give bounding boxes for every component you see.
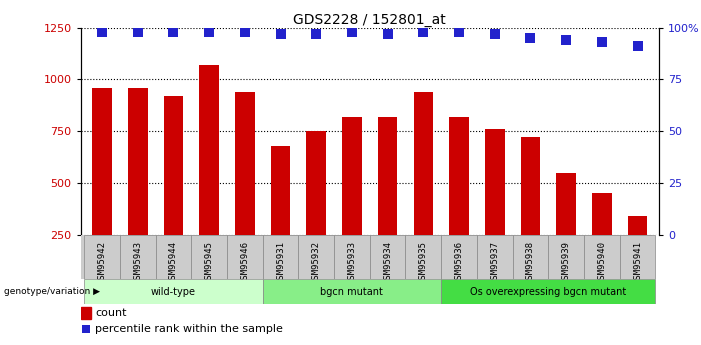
Text: Os overexpressing bgcn mutant: Os overexpressing bgcn mutant [470,287,627,296]
Bar [263,279,441,304]
Point [311,31,322,37]
Bar [378,117,397,235]
Bar [370,235,405,279]
Bar [405,235,441,279]
Bar [81,307,90,319]
Text: GSM95936: GSM95936 [454,241,463,284]
Bar [235,92,254,235]
Bar [342,117,362,235]
Text: bgcn mutant: bgcn mutant [320,287,383,296]
Bar [199,65,219,235]
Text: GSM95935: GSM95935 [418,241,428,284]
Text: GSM95931: GSM95931 [276,241,285,284]
Text: GSM95937: GSM95937 [490,241,499,284]
Point [168,29,179,34]
Title: GDS2228 / 152801_at: GDS2228 / 152801_at [294,12,446,27]
Bar [227,235,263,279]
Bar [191,235,227,279]
Bar [163,96,183,235]
Point [382,31,393,37]
Bar [84,279,263,304]
Text: wild-type: wild-type [151,287,196,296]
Text: GSM95942: GSM95942 [97,241,107,284]
Point [632,43,643,49]
Point [239,29,250,34]
Text: GSM95934: GSM95934 [383,241,392,284]
Bar [584,235,620,279]
Point [454,29,465,34]
Text: GSM95945: GSM95945 [205,241,214,284]
Bar [441,235,477,279]
Bar [84,235,120,279]
Bar [156,235,191,279]
Bar [120,235,156,279]
Text: GSM95939: GSM95939 [562,241,571,284]
Bar [263,235,299,279]
Bar [93,88,112,235]
Point [597,39,608,45]
Point [346,29,358,34]
Bar [557,172,576,235]
Text: percentile rank within the sample: percentile rank within the sample [95,325,283,334]
Point [525,35,536,41]
Bar [592,193,612,235]
Bar [414,92,433,235]
Text: GSM95938: GSM95938 [526,241,535,284]
Point [489,31,501,37]
Text: GSM95944: GSM95944 [169,241,178,284]
Text: GSM95933: GSM95933 [348,241,356,284]
Point [418,29,429,34]
Text: count: count [95,308,127,318]
Text: genotype/variation ▶: genotype/variation ▶ [4,287,100,296]
Bar [548,235,584,279]
Bar [271,146,290,235]
Bar [620,235,655,279]
Text: GSM95940: GSM95940 [597,241,606,284]
Bar [299,235,334,279]
Text: GSM95943: GSM95943 [133,241,142,284]
Bar [306,131,326,235]
Point [132,29,143,34]
Point [97,29,108,34]
Bar [128,88,147,235]
Text: GSM95941: GSM95941 [633,241,642,284]
Text: GSM95932: GSM95932 [312,241,321,284]
Bar [477,235,512,279]
Bar [627,216,647,235]
Point [275,31,286,37]
Bar [334,235,370,279]
Point [80,327,91,332]
Bar [512,235,548,279]
Bar [521,137,540,235]
Point [203,29,215,34]
Bar [449,117,469,235]
Text: GSM95946: GSM95946 [240,241,250,284]
Point [561,37,572,43]
Bar [441,279,655,304]
Bar [485,129,505,235]
